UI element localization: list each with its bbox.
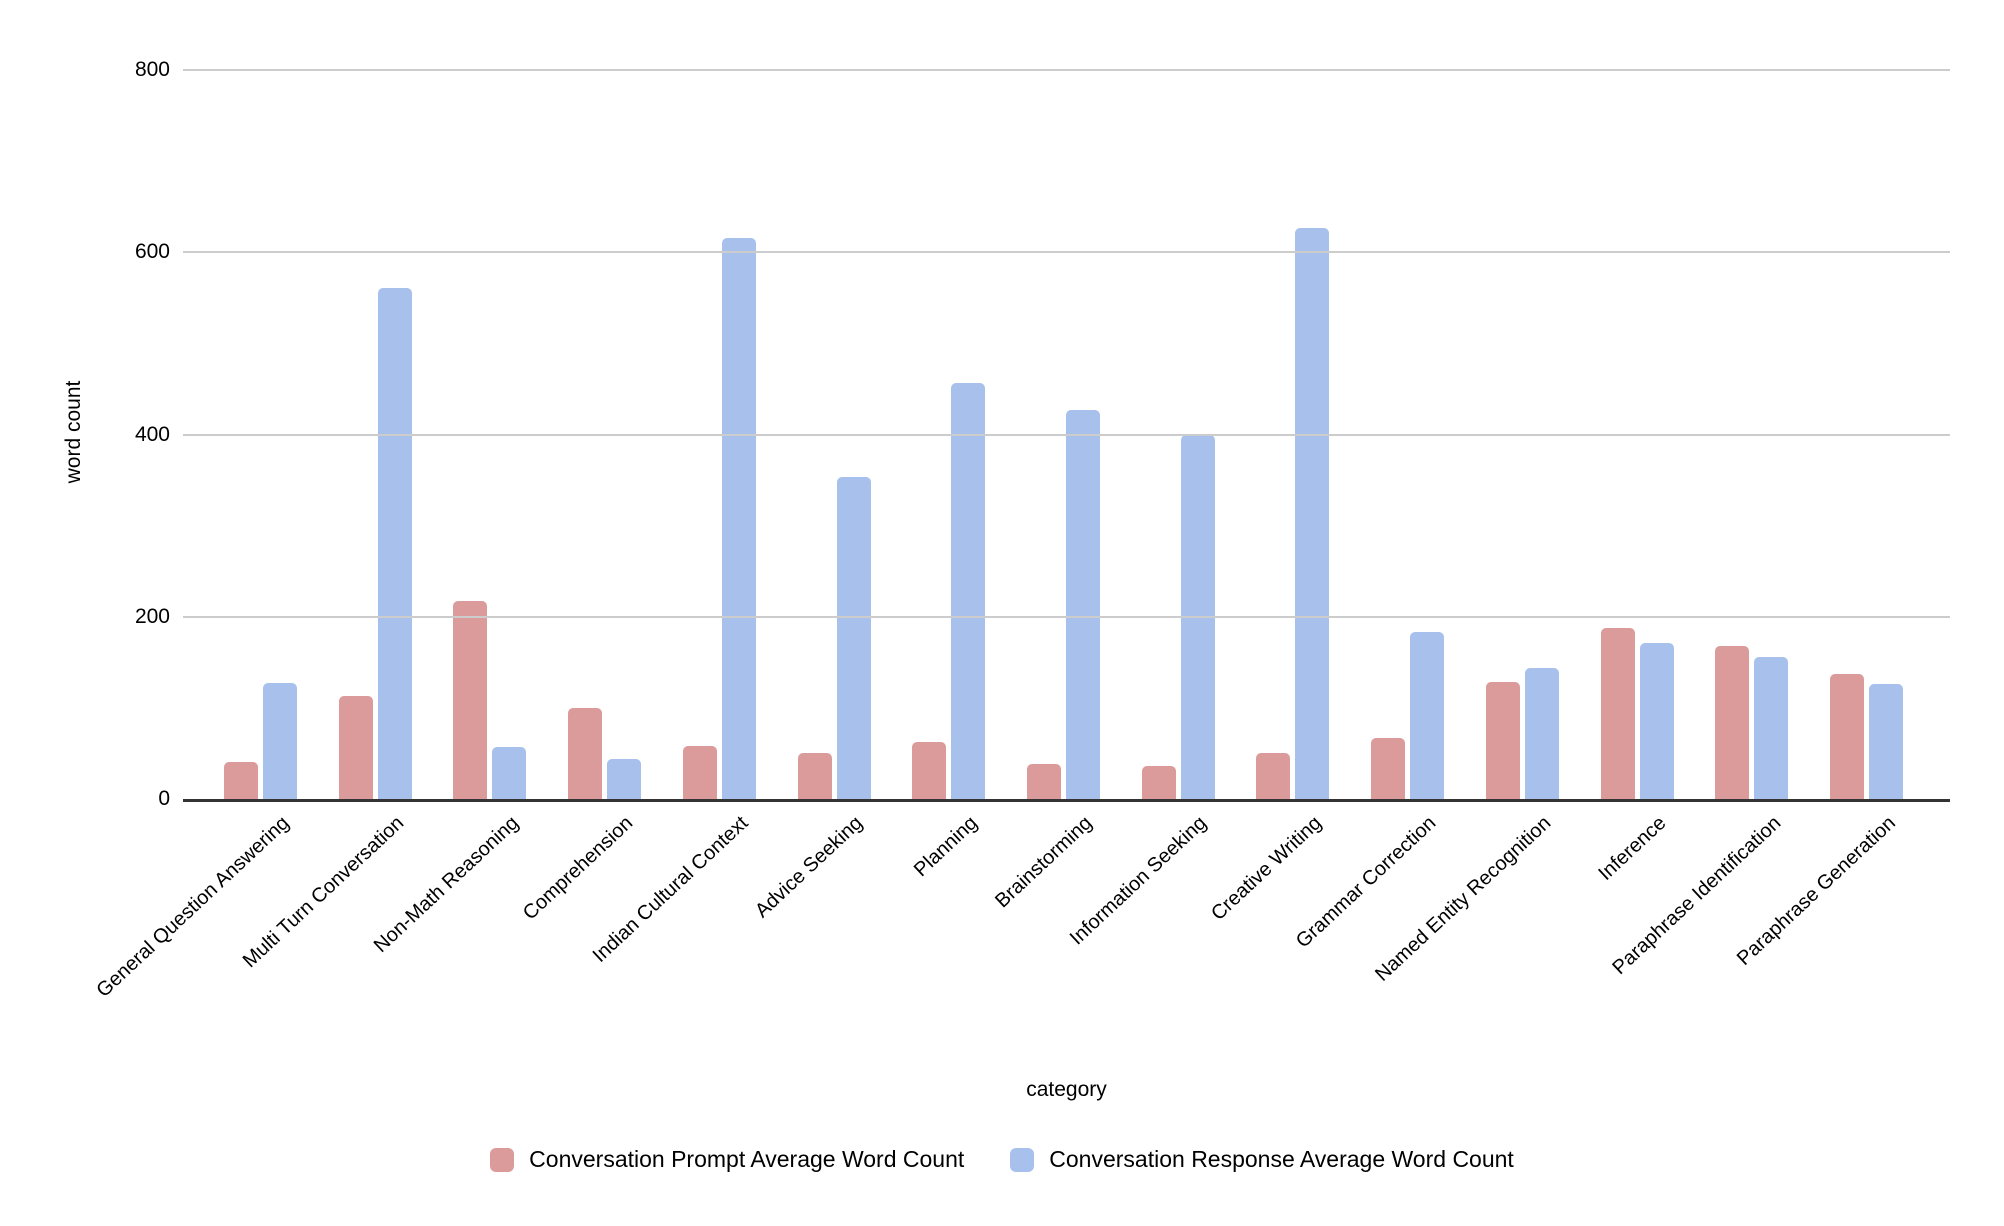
response-bar (1869, 684, 1904, 799)
prompt-bar (797, 752, 832, 799)
gridline-200 (183, 615, 1950, 618)
prompt-bar (1830, 674, 1865, 799)
y-axis-tick-label: 600 (134, 240, 170, 264)
legend-label: Conversation Response Average Word Count (1049, 1146, 1514, 1172)
x-axis-tick-label: Planning (909, 812, 982, 882)
response-bar (1754, 656, 1789, 799)
prompt-bar (568, 707, 603, 799)
legend-item: Conversation Response Average Word Count (1010, 1146, 1514, 1173)
x-axis-tick-label: Inference (1594, 812, 1671, 885)
bar-group (891, 70, 1006, 799)
prompt-bar (912, 741, 947, 799)
y-axis-tick-label: 200 (134, 604, 170, 628)
prompt-bar (1715, 645, 1750, 799)
gridline-800 (183, 69, 1950, 71)
response-bar (377, 287, 412, 799)
plot-area (183, 69, 1950, 802)
chart-legend: Conversation Prompt Average Word Count Co… (0, 1146, 2004, 1173)
bar-group (547, 70, 662, 799)
gridline-600 (183, 251, 1950, 254)
response-legend-swatch (1010, 1147, 1035, 1172)
response-bar (1524, 667, 1559, 799)
prompt-bar (338, 696, 373, 799)
bar-group (1695, 70, 1810, 799)
x-axis-tick-label: Creative Writing (1207, 812, 1326, 925)
prompt-bar (1485, 682, 1520, 799)
bar-group (662, 70, 777, 799)
prompt-bar (1027, 764, 1061, 799)
prompt-bar (1256, 752, 1291, 799)
prompt-bar (1600, 627, 1635, 799)
x-axis-tick-label: Comprehension (519, 812, 638, 925)
response-bar (1295, 227, 1330, 799)
prompt-bar (223, 761, 258, 799)
response-bar (492, 747, 527, 799)
x-axis-tick-label: General Question Answering (92, 812, 294, 1002)
bar-group (203, 70, 318, 799)
bar-group (318, 70, 433, 799)
response-bar (1639, 643, 1674, 799)
y-axis-tick-label: 0 (158, 787, 170, 810)
response-bar (1410, 632, 1445, 799)
response-bar (836, 477, 871, 799)
response-bar (951, 383, 986, 799)
bar-group (1580, 70, 1695, 799)
bar-group (777, 70, 892, 799)
prompt-bar (1371, 737, 1406, 799)
x-axis-tick-label: Advice Seeking (751, 812, 868, 923)
bar-group (1350, 70, 1465, 799)
prompt-bar (1141, 766, 1176, 799)
response-bar (1066, 409, 1100, 799)
prompt-legend-swatch (490, 1147, 515, 1172)
bar-group (1809, 70, 1924, 799)
x-axis-title: category (1026, 1078, 1107, 1101)
x-axis-tick-label: Brainstorming (991, 812, 1097, 913)
prompt-bar (453, 601, 488, 799)
prompt-bar (682, 746, 717, 799)
y-axis-tick-label: 800 (134, 58, 170, 81)
bar-group (432, 70, 547, 799)
response-bar (262, 683, 297, 799)
bar-group (1465, 70, 1580, 799)
gridline-400 (183, 433, 1950, 436)
legend-item: Conversation Prompt Average Word Count (490, 1146, 964, 1173)
y-axis-tick-label: 400 (134, 422, 170, 446)
legend-label: Conversation Prompt Average Word Count (529, 1146, 965, 1172)
bars-container (203, 70, 1924, 799)
response-bar (721, 237, 756, 799)
response-bar (607, 758, 642, 799)
bar-group (1006, 70, 1121, 799)
bar-group (1236, 70, 1351, 799)
